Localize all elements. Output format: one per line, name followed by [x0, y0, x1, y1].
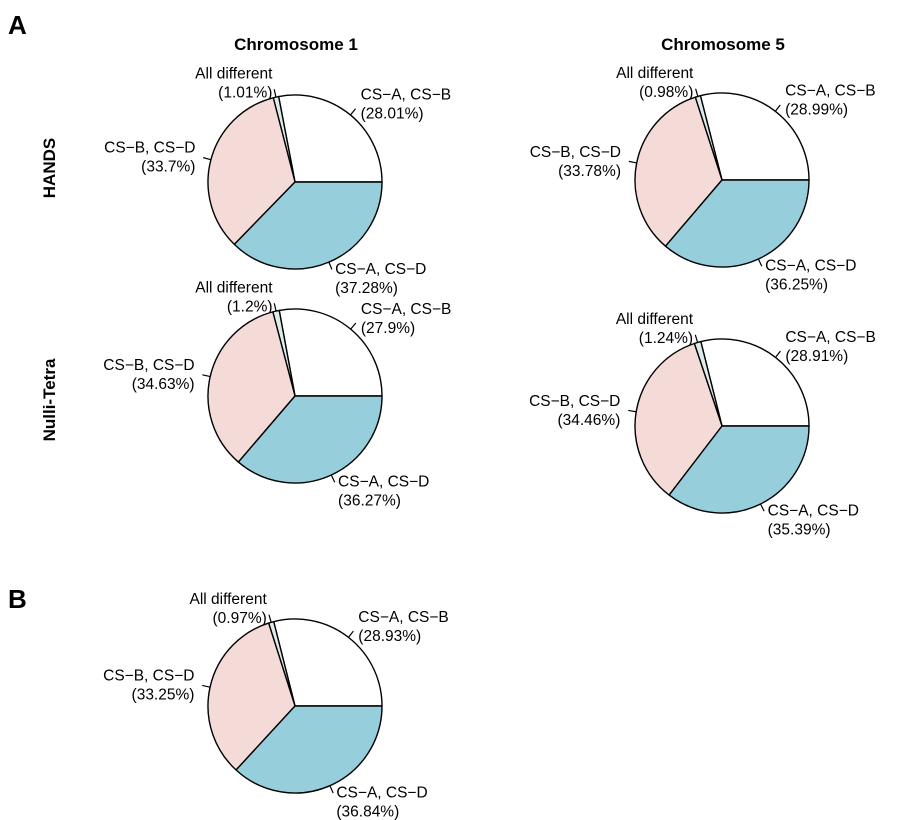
pie-slice-value-label: (33.25%)	[132, 687, 195, 704]
pie-slice-label: CS−A, CS−D	[338, 474, 429, 491]
pie-tick-all-different	[695, 88, 699, 97]
pie-slice-value-label: (35.39%)	[768, 521, 831, 538]
pie-tick-cs-a-cs-d	[329, 785, 334, 794]
pie-chart: CS−A, CS−B (27.9%) All different (1.2%) CS−B…	[103, 279, 451, 509]
pie-slice-value-label: (33.78%)	[558, 163, 621, 180]
pie-slice-cs-b-cs-d	[207, 97, 296, 246]
pie-slice-cs-a-cs-d	[668, 425, 810, 514]
pie-slice-label: CS−A, CS−D	[335, 261, 426, 278]
pie-charts: CS−A, CS−B (28.01%) All different (1.01%) CS…	[103, 65, 876, 820]
column-title-chromosome-5: Chromosome 5	[661, 35, 785, 54]
pie-slice-value-label: (1.01%)	[218, 85, 272, 102]
pie-slice-value-label: (33.7%)	[141, 159, 195, 176]
pie-tick-cs-b-cs-d	[628, 409, 637, 413]
pie-slice-cs-a-cs-b	[700, 338, 810, 427]
pie-tick-cs-a-cs-d	[330, 474, 336, 483]
pie-slice-cs-a-cs-b	[699, 92, 810, 181]
pie-tick-cs-a-cs-d	[760, 503, 765, 512]
pie-tick-cs-b-cs-d	[202, 374, 211, 378]
pie-tick-cs-b-cs-d	[203, 157, 212, 161]
pie-slice-label: CS−A, CS−B	[785, 329, 875, 346]
pie-tick-cs-a-cs-d	[328, 261, 333, 270]
pie-slice-cs-a-cs-b	[278, 308, 383, 397]
pie-slice-value-label: (28.01%)	[361, 106, 424, 123]
pie-slice-label: CS−B, CS−D	[529, 393, 620, 410]
row-title-nulli-tetra: Nulli-Tetra	[40, 358, 59, 441]
row-title-hands: HANDS	[40, 138, 59, 198]
pie-slice-label: CS−B, CS−D	[103, 668, 194, 685]
pie-slice-label: CS−A, CS−D	[765, 258, 856, 275]
pie-tick-all-different	[273, 89, 277, 98]
pie-slice-value-label: (36.84%)	[336, 803, 399, 820]
pie-tick-cs-a-cs-b	[349, 108, 356, 116]
pie-slice-value-label: (28.93%)	[358, 628, 421, 645]
pie-slice-label: All different	[616, 65, 694, 82]
pie-slice-value-label: (36.25%)	[765, 277, 828, 294]
pie-tick-cs-b-cs-d	[628, 160, 637, 164]
pie-tick-cs-b-cs-d	[202, 684, 211, 688]
pie-slice-value-label: (28.99%)	[785, 102, 848, 119]
pie-slice-label: CS−B, CS−D	[103, 357, 194, 374]
pie-tick-all-different	[273, 303, 277, 312]
pie-slice-label: All different	[190, 591, 268, 608]
pie-slice-value-label: (27.9%)	[361, 320, 415, 337]
pie-slice-label: All different	[195, 66, 273, 83]
panel-b-label: B	[8, 584, 27, 614]
pie-slice-label: CS−A, CS−B	[361, 87, 451, 104]
pie-tick-cs-a-cs-b	[347, 630, 354, 638]
pie-tick-cs-a-cs-b	[350, 322, 357, 330]
pie-slice-value-label: (0.98%)	[639, 84, 693, 101]
pie-tick-cs-a-cs-d	[757, 258, 763, 267]
pie-slice-cs-b-cs-d	[207, 622, 296, 771]
pie-slice-label: CS−A, CS−D	[336, 784, 427, 801]
pie-slice-cs-b-cs-d	[207, 311, 296, 463]
pie-slice-value-label: (34.63%)	[132, 376, 195, 393]
pie-slice-label: CS−A, CS−B	[358, 609, 448, 626]
pie-slice-value-label: (34.46%)	[557, 412, 620, 429]
pie-tick-cs-a-cs-b	[775, 350, 781, 358]
pie-slice-value-label: (1.2%)	[227, 298, 273, 315]
pie-slice-value-label: (28.91%)	[785, 348, 848, 365]
pie-chart: CS−A, CS−B (28.99%) All different (0.98%) CS…	[530, 65, 876, 293]
pie-slice-value-label: (0.97%)	[212, 610, 266, 627]
pie-slice-label: All different	[195, 279, 273, 296]
pie-slice-cs-a-cs-d	[233, 181, 383, 270]
pie-slice-value-label: (36.27%)	[338, 493, 401, 510]
pie-slice-cs-b-cs-d	[634, 342, 723, 496]
pie-tick-cs-a-cs-b	[774, 104, 781, 112]
pie-slice-label: All different	[616, 311, 694, 328]
pie-slice-cs-a-cs-b	[273, 618, 383, 707]
pie-slice-label: CS−A, CS−B	[785, 83, 875, 100]
pie-slice-label: CS−B, CS−D	[104, 140, 195, 157]
pie-slice-label: CS−A, CS−B	[361, 301, 451, 318]
pie-chart: CS−A, CS−B (28.93%) All different (0.97%) CS…	[103, 591, 449, 820]
pie-chart: CS−A, CS−B (28.91%) All different (1.24%) CS…	[529, 311, 876, 538]
pie-slice-label: CS−B, CS−D	[530, 144, 621, 161]
panel-a-label: A	[8, 10, 27, 40]
pie-slice-value-label: (37.28%)	[335, 280, 398, 297]
column-title-chromosome-1: Chromosome 1	[234, 35, 358, 54]
pie-chart: CS−A, CS−B (28.01%) All different (1.01%) CS…	[104, 66, 451, 297]
pie-tick-all-different	[694, 334, 699, 343]
pie-tick-all-different	[268, 614, 272, 623]
pie-slice-label: CS−A, CS−D	[768, 502, 859, 519]
pie-slice-value-label: (1.24%)	[639, 330, 693, 347]
